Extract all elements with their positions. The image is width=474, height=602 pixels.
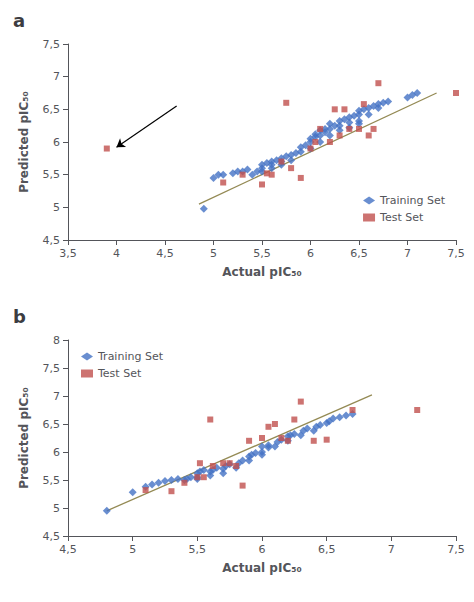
svg-text:4: 4 bbox=[113, 247, 120, 260]
svg-text:Actual pIC₅₀: Actual pIC₅₀ bbox=[222, 265, 301, 279]
svg-text:6,5: 6,5 bbox=[43, 418, 61, 431]
svg-text:Test Set: Test Set bbox=[379, 211, 424, 224]
svg-text:7: 7 bbox=[53, 70, 60, 83]
svg-text:6: 6 bbox=[259, 543, 266, 556]
svg-text:Training Set: Training Set bbox=[379, 194, 446, 207]
svg-text:3,5: 3,5 bbox=[59, 247, 77, 260]
svg-text:a: a bbox=[13, 10, 25, 31]
svg-text:5,5: 5,5 bbox=[189, 543, 207, 556]
svg-text:7,5: 7,5 bbox=[43, 362, 61, 375]
svg-text:7: 7 bbox=[404, 247, 411, 260]
svg-text:5: 5 bbox=[53, 502, 60, 515]
svg-text:5: 5 bbox=[53, 201, 60, 214]
svg-text:6: 6 bbox=[307, 247, 314, 260]
svg-text:6,5: 6,5 bbox=[43, 103, 61, 116]
svg-text:6: 6 bbox=[53, 136, 60, 149]
svg-text:6,5: 6,5 bbox=[318, 543, 336, 556]
svg-text:4,5: 4,5 bbox=[156, 247, 174, 260]
svg-text:5,5: 5,5 bbox=[43, 168, 61, 181]
svg-text:7,5: 7,5 bbox=[43, 38, 61, 51]
svg-text:4,5: 4,5 bbox=[43, 234, 61, 247]
svg-text:7,5: 7,5 bbox=[447, 247, 465, 260]
svg-text:5: 5 bbox=[210, 247, 217, 260]
svg-text:Training Set: Training Set bbox=[97, 350, 164, 363]
svg-text:6: 6 bbox=[53, 446, 60, 459]
svg-text:7: 7 bbox=[388, 543, 395, 556]
svg-text:4,5: 4,5 bbox=[43, 530, 61, 543]
svg-text:7,5: 7,5 bbox=[447, 543, 465, 556]
svg-text:b: b bbox=[13, 306, 26, 327]
svg-text:6,5: 6,5 bbox=[350, 247, 368, 260]
svg-text:8: 8 bbox=[53, 334, 60, 347]
svg-text:5,5: 5,5 bbox=[43, 474, 61, 487]
svg-text:5: 5 bbox=[129, 543, 136, 556]
svg-text:Predicted pIC₅₀: Predicted pIC₅₀ bbox=[17, 91, 31, 193]
svg-text:Actual pIC₅₀: Actual pIC₅₀ bbox=[222, 561, 301, 575]
svg-text:5,5: 5,5 bbox=[253, 247, 271, 260]
svg-text:7: 7 bbox=[53, 390, 60, 403]
svg-text:Test Set: Test Set bbox=[97, 367, 142, 380]
svg-text:Predicted pIC₅₀: Predicted pIC₅₀ bbox=[17, 387, 31, 489]
svg-text:4,5: 4,5 bbox=[59, 543, 77, 556]
